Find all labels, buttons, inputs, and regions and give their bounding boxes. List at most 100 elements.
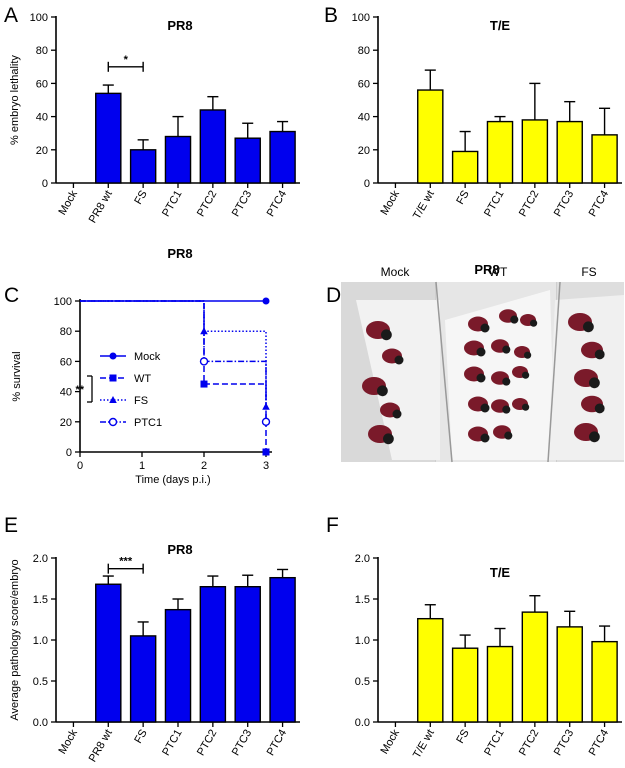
photo-embryo-eye	[476, 373, 486, 383]
chart-b-lethality-te: T/E 0 20 40 60 80 100 Mock T/E wt FS PTC1 PTC2 PTC3 P…	[352, 12, 622, 221]
photo-label-wt: WT	[489, 265, 508, 279]
chart-b-title: T/E	[490, 18, 511, 33]
chart-e-bar	[95, 583, 122, 723]
chart-a-bar	[129, 149, 157, 184]
chart-c-y-tick-label: 60	[60, 356, 72, 368]
photo-divider-2	[547, 281, 561, 463]
chart-c-title: PR8	[167, 246, 192, 261]
chart-a-y-tick-label: 100	[30, 12, 48, 24]
chart-f-title: T/E	[490, 565, 511, 580]
chart-f-pathology-te: T/E 0.0 0.5 1.0 1.5 2.0 Mock T/E wt FS PTC1 PTC2 PT…	[355, 553, 622, 760]
chart-b-x-tick-label: PTC2	[517, 189, 541, 219]
photo-embryo-eye	[530, 319, 538, 327]
chart-f-x-tick-label: PTC2	[517, 728, 541, 758]
panel-label-e: E	[4, 514, 18, 537]
chart-a-lethality-pr8: PR8 0 20 40 60 80 100 % embryo lethality Mock PR8…	[9, 12, 300, 225]
chart-e-bar	[269, 576, 296, 723]
chart-a-x-tick-label: PTC4	[265, 189, 289, 219]
photo-embryo-eye	[381, 329, 392, 341]
chart-e-x-tick-label: Mock	[56, 727, 80, 756]
chart-c-legend-marker	[109, 352, 117, 360]
chart-e-pathology-pr8: PR8 0.0 0.5 1.0 1.5 2.0 Average pathology scor…	[9, 542, 300, 764]
photo-embryo-eye	[480, 403, 490, 413]
photo-embryo-eye	[480, 433, 490, 443]
chart-f-y-tick-label: 0.0	[355, 717, 370, 729]
chart-c-y-tick-label: 0	[66, 447, 72, 459]
chart-f-x-tick-label: FS	[454, 728, 471, 746]
chart-e-bar	[234, 586, 261, 723]
chart-b-bar	[451, 150, 479, 184]
photo-embryo-eye	[480, 323, 490, 333]
chart-e-x-tick-label: PTC1	[160, 728, 184, 758]
chart-a-x-tick-label: Mock	[56, 188, 80, 217]
chart-e-bar	[129, 635, 157, 723]
photo-embryo-eye	[589, 377, 600, 389]
chart-e-bar	[199, 586, 227, 723]
photo-paper-left	[356, 300, 440, 460]
chart-a-sig-label: *	[124, 54, 129, 66]
chart-c-y-label: % survival	[11, 351, 23, 401]
chart-c-legend-marker	[109, 374, 117, 382]
chart-c-legend-marker	[109, 396, 117, 403]
chart-b-x-tick-label: PTC3	[552, 189, 576, 219]
photo-label-fs: FS	[581, 265, 596, 279]
chart-c-series-marker	[200, 380, 208, 388]
chart-b-bar	[556, 120, 583, 184]
chart-f-x-tick-label: PTC3	[552, 728, 576, 758]
chart-c-series-marker	[199, 357, 209, 366]
chart-b-x-tick-label: Mock	[378, 188, 402, 217]
chart-b-x-tick-label: FS	[454, 189, 471, 207]
panel-label-d: D	[326, 284, 341, 307]
chart-b-x-tick-label: T/E wt	[411, 189, 437, 222]
photo-embryo-eye	[524, 351, 532, 359]
chart-c-legend-label: Mock	[134, 351, 161, 363]
chart-e-y-tick-label: 1.0	[33, 635, 48, 647]
photo-embryo-group	[362, 309, 605, 445]
chart-f-y-tick-label: 1.0	[355, 635, 370, 647]
photo-embryo-eye	[594, 403, 605, 414]
photo-embryo-eye	[502, 405, 511, 414]
photo-embryo-eye	[394, 355, 404, 365]
panel-label-f: F	[326, 514, 339, 537]
chart-f-bar	[451, 647, 479, 723]
chart-b-bar	[521, 119, 549, 184]
photo-embryo-eye	[594, 349, 605, 360]
chart-b-y-tick-label: 0	[364, 178, 370, 190]
photo-embryo-eye	[392, 409, 402, 419]
chart-c-x-tick-label: 0	[77, 460, 83, 472]
chart-e-y-tick-label: 2.0	[33, 553, 48, 565]
photo-embryo-eye	[377, 385, 388, 397]
chart-c-legend-marker	[108, 417, 118, 427]
chart-c-x-label: Time (days p.i.)	[135, 474, 210, 486]
chart-c-series-line	[80, 300, 267, 452]
chart-b-y-tick-label: 80	[358, 45, 370, 57]
chart-c-survival: PR8 0 20 40 60 80 100 0 1 2 3 Time (days p.i.) % sur…	[11, 246, 272, 486]
chart-a-y-tick-label: 80	[36, 45, 48, 57]
chart-e-y-tick-label: 0.0	[33, 717, 48, 729]
chart-f-bar	[521, 611, 549, 723]
photo-embryo-eye	[522, 371, 530, 379]
photo-embryo-eye	[502, 377, 511, 386]
photo-embryo-eye	[383, 433, 394, 445]
chart-c-y-tick-label: 40	[60, 387, 72, 399]
chart-a-y-tick-label: 20	[36, 145, 48, 157]
chart-e-y-label: Average pathology score/embryo	[9, 559, 21, 720]
chart-c-legend-label: PTC1	[134, 417, 162, 429]
chart-f-x-tick-label: T/E wt	[411, 728, 437, 761]
chart-c-series-marker	[262, 297, 270, 305]
chart-a-y-label: % embryo lethality	[9, 55, 21, 145]
chart-f-y-tick-label: 0.5	[355, 676, 370, 688]
chart-c-series-line	[80, 300, 267, 407]
chart-a-y-tick-label: 60	[36, 78, 48, 90]
photo-label-mock: Mock	[381, 265, 411, 279]
chart-f-bar	[591, 640, 618, 723]
chart-c-x-tick-label: 1	[139, 460, 145, 472]
photo-divider-1	[435, 281, 453, 463]
chart-a-y-tick-label: 40	[36, 112, 48, 124]
chart-c-y-tick-label: 100	[54, 296, 72, 308]
chart-b-y-tick-label: 40	[358, 112, 370, 124]
chart-a-bar	[95, 92, 122, 184]
chart-e-y-tick-label: 1.5	[33, 594, 48, 606]
chart-b-x-tick-label: PTC1	[482, 189, 506, 219]
